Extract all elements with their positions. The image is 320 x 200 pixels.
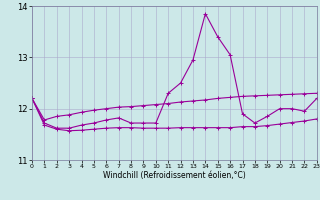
X-axis label: Windchill (Refroidissement éolien,°C): Windchill (Refroidissement éolien,°C): [103, 171, 246, 180]
